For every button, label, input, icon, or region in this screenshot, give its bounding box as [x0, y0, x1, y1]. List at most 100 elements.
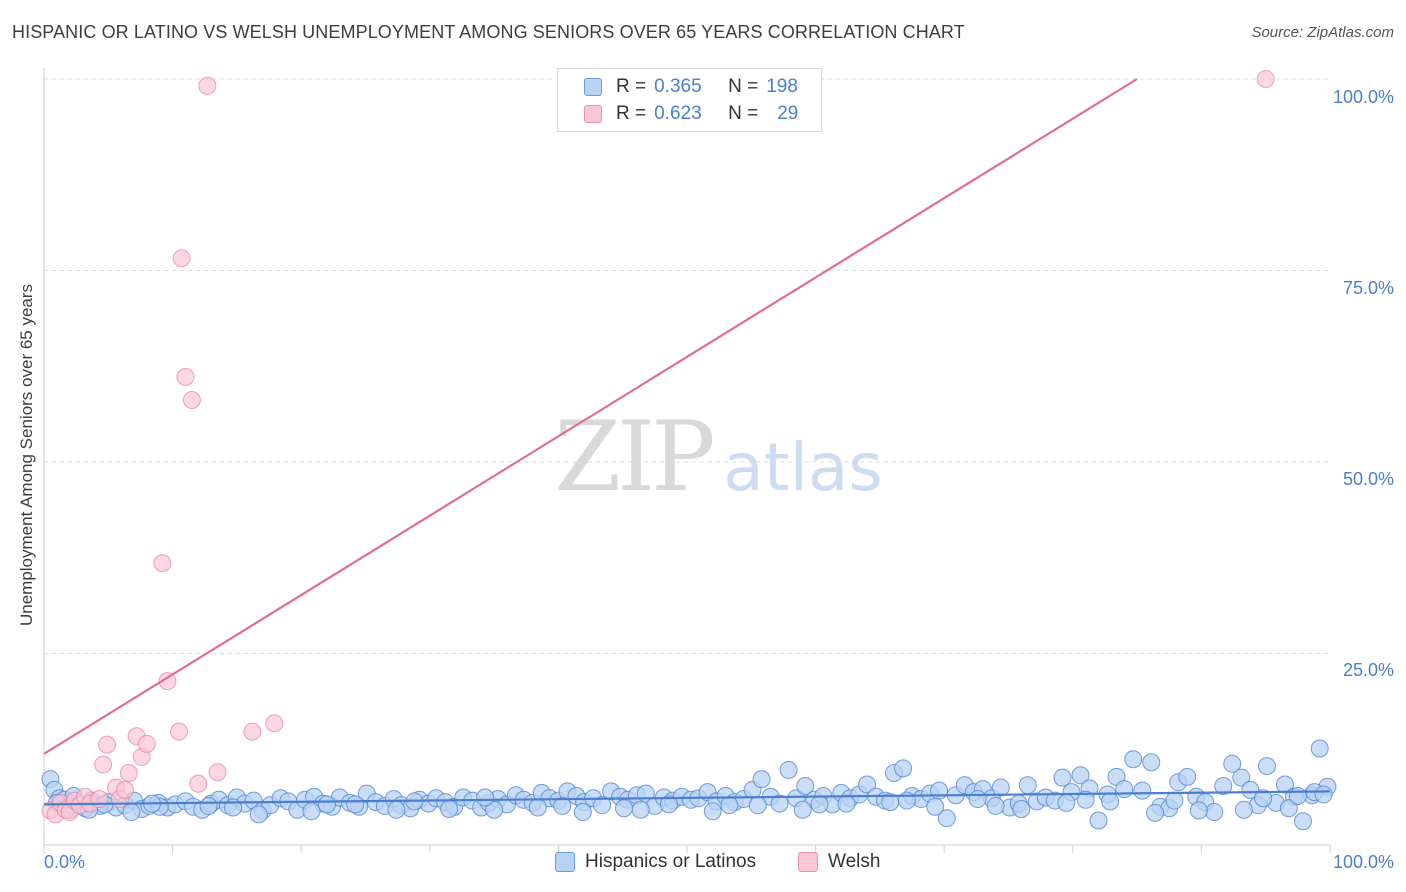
- hispanic-point: [793, 800, 812, 819]
- hispanic-point: [1232, 768, 1251, 787]
- legend-row-hispanic: R = 0.365 N = 198: [584, 75, 798, 99]
- trend-lines: [43, 78, 1331, 806]
- hispanic-point: [317, 795, 336, 814]
- hispanic-point: [387, 800, 406, 819]
- hispanic-point: [926, 797, 945, 816]
- legend-swatch-hispanic: [584, 78, 602, 96]
- welsh-point: [158, 672, 177, 691]
- hispanic-point: [1057, 793, 1076, 812]
- y-tick-label: 75.0%: [1342, 278, 1394, 298]
- hispanic-point: [991, 778, 1010, 797]
- hispanic-point: [1142, 753, 1161, 772]
- hispanic-point: [1279, 799, 1298, 818]
- welsh-point: [94, 755, 113, 774]
- hispanic-point: [346, 795, 365, 814]
- hispanic-point: [1293, 812, 1312, 831]
- welsh-point: [198, 76, 217, 95]
- welsh-point: [265, 714, 284, 733]
- y-tick-label: 100.0%: [1332, 87, 1394, 107]
- legend-r-value-hispanic: 0.365: [654, 76, 702, 97]
- hispanic-point: [1314, 785, 1333, 804]
- legend-n-value-hispanic: 198: [766, 76, 798, 97]
- watermark-zip: ZIP: [554, 401, 713, 513]
- hispanic-point: [1165, 791, 1184, 810]
- source-credit: Source: ZipAtlas.com: [1251, 24, 1394, 41]
- bottom-legend-label-hispanic: Hispanics or Latinos: [585, 851, 757, 872]
- hispanic-point: [553, 796, 572, 815]
- hispanic-point: [770, 794, 789, 813]
- welsh-trend-line: [43, 78, 1138, 755]
- welsh-point: [137, 734, 156, 753]
- hispanic-point: [837, 794, 856, 813]
- watermark: ZIP atlas: [554, 401, 882, 513]
- hispanic-series: [41, 739, 1337, 831]
- hispanic-point: [1124, 750, 1143, 769]
- welsh-point: [208, 763, 227, 782]
- y-axis-label: Unemployment Among Seniors over 65 years: [17, 283, 36, 627]
- hispanic-point: [476, 788, 495, 807]
- bottom-legend-label-welsh: Welsh: [828, 851, 881, 872]
- welsh-point: [116, 780, 135, 799]
- hispanic-point: [986, 796, 1005, 815]
- welsh-point: [243, 722, 262, 741]
- correlation-legend: R = 0.365 N = 198 R = 0.623 N = 29: [557, 68, 822, 132]
- bottom-legend-swatch-welsh: [798, 852, 818, 872]
- hispanic-point: [1076, 790, 1095, 809]
- hispanic-point: [1189, 801, 1208, 820]
- hispanic-point: [1053, 768, 1072, 787]
- hispanic-point: [937, 809, 956, 828]
- hispanic-point: [703, 802, 722, 821]
- hispanic-point: [1178, 767, 1197, 786]
- hispanic-trend-line: [43, 790, 1331, 806]
- hispanic-point: [440, 799, 459, 818]
- hispanic-point: [199, 796, 218, 815]
- hispanic-point: [1205, 803, 1224, 822]
- welsh-point: [153, 554, 172, 573]
- hispanic-point: [1101, 792, 1120, 811]
- chart-title: HISPANIC OR LATINO VS WELSH UNEMPLOYMENT…: [12, 22, 965, 42]
- hispanic-point: [1234, 800, 1253, 819]
- x-tick-label-max: 100.0%: [1332, 852, 1394, 872]
- hispanic-point: [573, 803, 592, 822]
- hispanic-point: [748, 796, 767, 815]
- legend-r-value-welsh: 0.623: [654, 103, 702, 124]
- hispanic-point: [968, 790, 987, 809]
- legend-n-value-welsh: 29: [777, 103, 799, 124]
- hispanic-point: [1214, 777, 1233, 796]
- hispanic-point: [1146, 803, 1165, 822]
- legend-n-label: N =: [728, 103, 759, 124]
- welsh-point: [1256, 70, 1275, 88]
- welsh-point: [182, 390, 201, 409]
- hispanic-point: [1257, 757, 1276, 776]
- grid-lines: [44, 78, 1330, 654]
- hispanic-point: [810, 795, 829, 814]
- hispanic-point: [720, 796, 739, 815]
- hispanic-point: [930, 781, 949, 800]
- hispanic-point: [1018, 776, 1037, 795]
- hispanic-point: [1241, 780, 1260, 799]
- legend-r-label: R =: [616, 103, 647, 124]
- hispanic-point: [1071, 766, 1090, 785]
- hispanic-point: [858, 775, 877, 794]
- hispanic-point: [659, 795, 678, 814]
- hispanic-point: [1012, 799, 1031, 818]
- bottom-legend-swatch-hispanic: [555, 852, 575, 872]
- welsh-point: [98, 735, 117, 754]
- legend-r-label: R =: [616, 76, 647, 97]
- legend-swatch-welsh: [584, 105, 602, 123]
- hispanic-point: [485, 800, 504, 819]
- hispanic-point: [631, 800, 650, 819]
- hispanic-point: [1133, 781, 1152, 800]
- legend-row-welsh: R = 0.623 N = 29: [584, 102, 798, 126]
- welsh-point: [119, 763, 138, 782]
- legend-n-label: N =: [728, 76, 759, 97]
- hispanic-point: [894, 759, 913, 778]
- hispanic-point: [1288, 786, 1307, 805]
- hispanic-point: [1223, 754, 1242, 773]
- hispanic-point: [528, 798, 547, 817]
- watermark-atlas: atlas: [723, 429, 883, 506]
- welsh-point: [170, 722, 189, 741]
- hispanic-point: [122, 803, 141, 822]
- welsh-point: [189, 774, 208, 793]
